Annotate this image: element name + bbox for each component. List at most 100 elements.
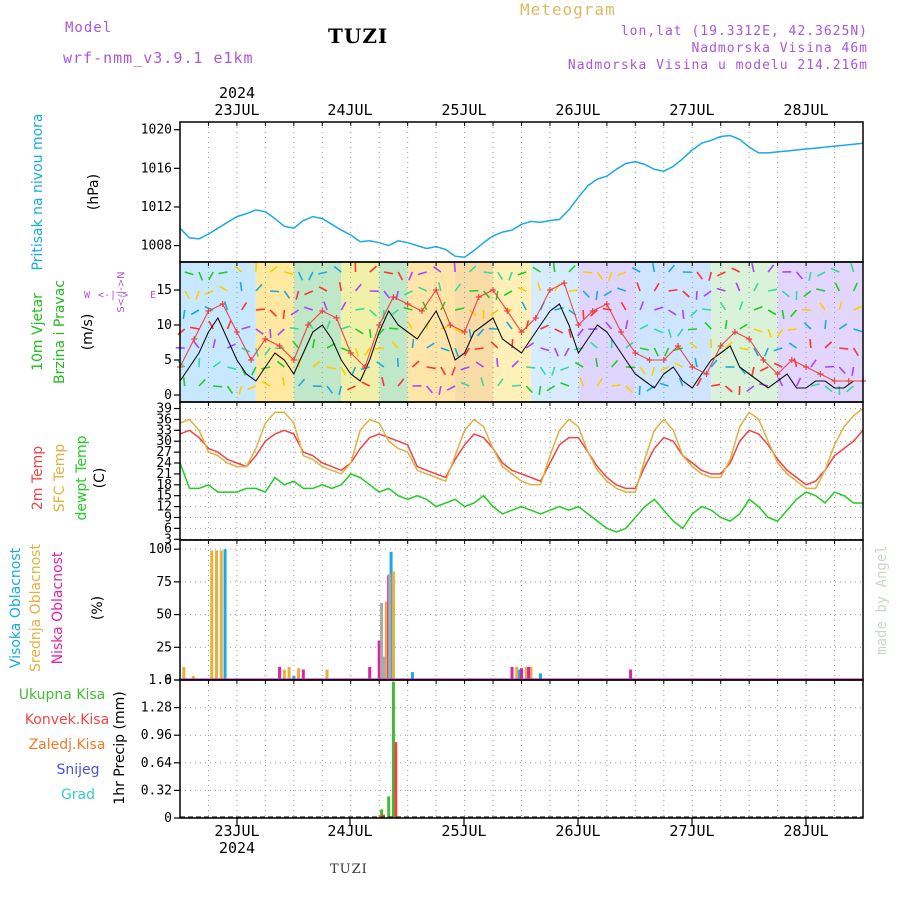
wind-arrow xyxy=(497,271,504,281)
model-elevation-label: Nadmorska Visina u modelu 214.216m xyxy=(567,58,868,73)
gust-point xyxy=(618,329,625,335)
wind-arrow xyxy=(824,385,833,393)
wind-arrow xyxy=(846,385,855,393)
wind-arrow xyxy=(281,376,286,387)
wind-arrow xyxy=(852,282,859,292)
wind-band xyxy=(180,262,256,402)
y-tick-label: 1016 xyxy=(141,161,172,176)
gust-point xyxy=(703,371,710,377)
y-tick-label: 1012 xyxy=(141,200,172,215)
y-tick-label: 15 xyxy=(156,283,172,298)
wind-arrow xyxy=(773,347,783,352)
wind-arrow xyxy=(437,282,442,292)
wind-arrow xyxy=(639,324,649,330)
wind-arrow xyxy=(453,262,456,273)
wind-band xyxy=(293,262,342,402)
wind-arrow xyxy=(440,366,447,376)
wind-arrow xyxy=(454,328,464,335)
wind-arrow xyxy=(753,282,759,292)
gust-point xyxy=(646,357,653,363)
wind-arrow xyxy=(636,282,641,292)
wind-arrow xyxy=(326,342,336,349)
wind-arrow xyxy=(198,271,204,281)
wind-arrow xyxy=(546,385,556,392)
wind-arrow xyxy=(654,306,664,311)
bar xyxy=(182,666,186,680)
wind-arrow xyxy=(195,290,200,300)
wind-arrow xyxy=(364,347,371,356)
wind-arrow xyxy=(189,326,200,330)
wind-arrow xyxy=(739,347,749,351)
wind-arrow xyxy=(824,341,833,349)
gust-point xyxy=(262,336,269,342)
wind-arrow xyxy=(767,264,775,273)
gust-point xyxy=(589,308,596,314)
wind-arrow xyxy=(318,271,328,275)
gust-point xyxy=(561,280,568,286)
wind-arrow xyxy=(418,286,427,292)
wind-arrow xyxy=(333,265,342,273)
gust-point xyxy=(532,315,539,321)
y-tick-label: 30 xyxy=(156,434,172,449)
bar xyxy=(527,666,531,680)
wind-arrow xyxy=(816,271,826,277)
bar xyxy=(278,666,282,680)
wind-arrow xyxy=(433,266,442,273)
precip-legend-4: Grad xyxy=(61,787,95,803)
wind-arrow xyxy=(603,290,613,297)
bar xyxy=(538,673,542,680)
wind-arrow xyxy=(490,341,499,349)
y-tick-label: 75 xyxy=(156,575,172,590)
wind-arrow xyxy=(617,287,627,292)
bar xyxy=(287,666,291,680)
wind-arrow xyxy=(696,377,703,387)
mid-cloud-label: Srednja Oblacnost xyxy=(28,544,44,672)
wind-arrow xyxy=(304,290,314,296)
gust-point xyxy=(433,287,440,293)
sfc-label: SFC Temp xyxy=(52,444,68,513)
wind-arrow xyxy=(303,306,314,311)
y-tick-label: 21 xyxy=(156,467,172,482)
wind-arrow xyxy=(255,308,265,311)
wind-arrow xyxy=(255,283,263,292)
wind-arrow xyxy=(668,309,677,316)
wind-arrow xyxy=(440,324,450,330)
wind-arrow xyxy=(297,271,304,281)
y-tick-label: 0 xyxy=(164,811,172,826)
wind-arrow xyxy=(323,301,328,311)
gust-point xyxy=(447,322,454,328)
y-tick-label: 36 xyxy=(156,412,172,427)
wind-arrow xyxy=(532,266,541,273)
precip-unit: 1hr Precip (mm) xyxy=(112,691,128,804)
wind-arrow xyxy=(674,362,684,368)
wind-band xyxy=(255,262,294,402)
wind-arrow xyxy=(454,283,462,292)
gust-point xyxy=(461,329,468,335)
wind-arrow xyxy=(269,265,278,273)
wind-arrow xyxy=(338,385,343,395)
wind-arrow xyxy=(735,282,741,292)
wind-arrow xyxy=(411,360,420,368)
wind-arrow xyxy=(551,366,556,376)
bar xyxy=(368,666,372,680)
wind-arrow xyxy=(496,357,499,368)
wind-arrow xyxy=(852,347,859,357)
wind-arrow xyxy=(704,321,712,330)
wind-arrow xyxy=(397,271,404,281)
date-label-top: 28JUL xyxy=(783,101,828,119)
gust-point xyxy=(418,308,425,314)
wind-arrow xyxy=(297,378,306,387)
wind-arrow xyxy=(795,377,802,387)
year-label-bottom: 2024 xyxy=(219,839,255,857)
wind-arrow xyxy=(568,289,578,292)
bar xyxy=(301,669,305,680)
wind-arrow xyxy=(269,309,278,317)
bar xyxy=(215,550,219,680)
y-tick-label: 0.64 xyxy=(141,756,172,771)
bar xyxy=(388,574,392,680)
date-label-top: 25JUL xyxy=(441,101,486,119)
gust-point xyxy=(831,378,838,384)
bar xyxy=(520,668,523,680)
wind-arrow xyxy=(411,338,415,349)
wind-arrow xyxy=(403,306,413,311)
